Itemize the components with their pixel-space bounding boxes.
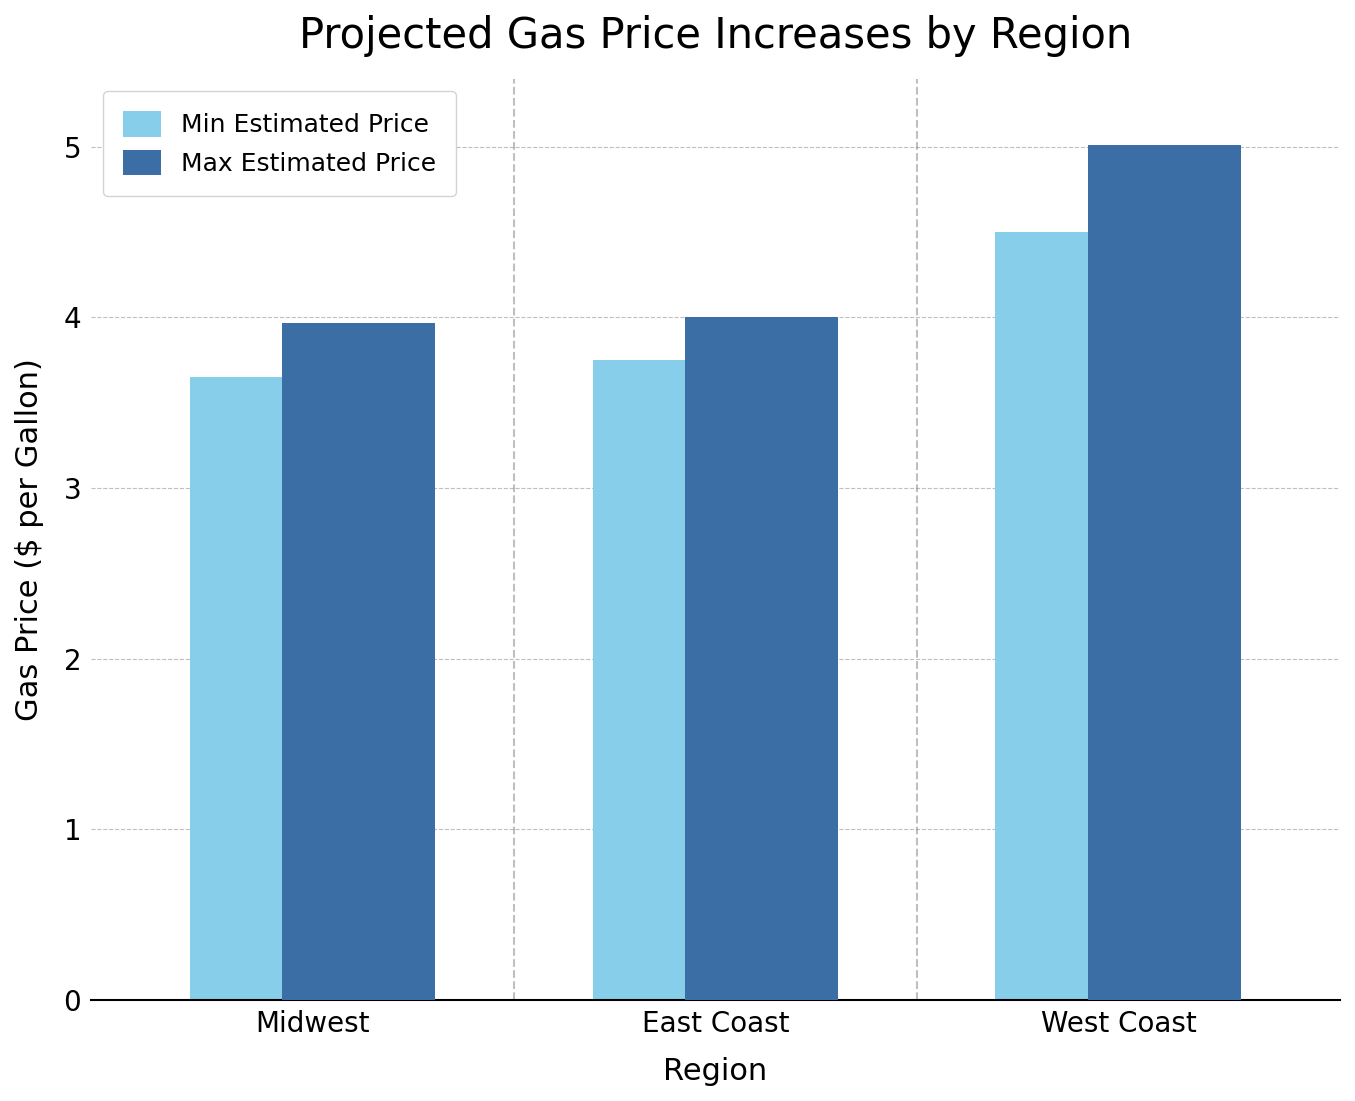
Bar — [592, 360, 745, 1000]
Bar — [1088, 145, 1241, 1000]
Bar — [190, 378, 343, 1000]
X-axis label: Region: Region — [664, 1057, 767, 1086]
Bar — [686, 317, 839, 1000]
Bar — [996, 232, 1149, 1000]
Bar — [282, 323, 435, 1000]
Y-axis label: Gas Price ($ per Gallon): Gas Price ($ per Gallon) — [15, 358, 43, 721]
Title: Projected Gas Price Increases by Region: Projected Gas Price Increases by Region — [299, 15, 1131, 57]
Legend: Min Estimated Price, Max Estimated Price: Min Estimated Price, Max Estimated Price — [103, 91, 457, 196]
